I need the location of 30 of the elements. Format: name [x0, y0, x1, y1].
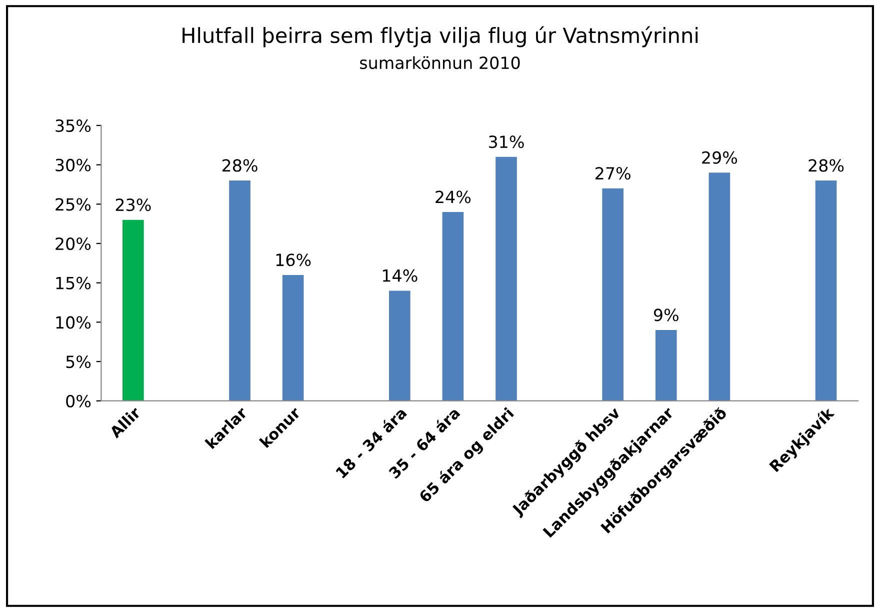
- y-tick-label: 20%: [56, 237, 91, 250]
- y-tick-label: 30%: [56, 158, 91, 172]
- data-label: 28%: [808, 159, 844, 172]
- bar: [122, 220, 144, 401]
- bar: [602, 188, 624, 401]
- bar: [229, 180, 250, 401]
- bar: [496, 156, 517, 401]
- data-label: 16%: [276, 254, 311, 266]
- y-tick-label: 35%: [56, 119, 91, 132]
- bar: [815, 180, 837, 401]
- bar: [282, 274, 304, 401]
- chart-subtitle: sumarkönnun 2010: [360, 56, 520, 70]
- data-label: 28%: [222, 159, 258, 172]
- bar: [708, 172, 730, 401]
- data-label: 23%: [116, 198, 151, 212]
- data-label: 29%: [702, 151, 738, 164]
- data-label: 9%: [654, 308, 678, 322]
- y-tick-label: 5%: [66, 355, 91, 368]
- data-label: 27%: [596, 167, 630, 180]
- y-tick-label: 25%: [56, 198, 91, 211]
- y-tick-label: 0%: [66, 394, 91, 408]
- y-tick-label: 10%: [56, 316, 91, 329]
- data-label: 14%: [382, 269, 418, 282]
- bar: [655, 330, 677, 401]
- data-label: 24%: [436, 190, 471, 204]
- bar: [388, 290, 410, 401]
- y-tick-label: 15%: [56, 276, 91, 290]
- chart-title: Hlutfall þeirra sem flytja vilja flug úr Vatnsmýrinni: [182, 26, 698, 48]
- bar: [442, 212, 464, 401]
- data-label: 31%: [488, 136, 524, 148]
